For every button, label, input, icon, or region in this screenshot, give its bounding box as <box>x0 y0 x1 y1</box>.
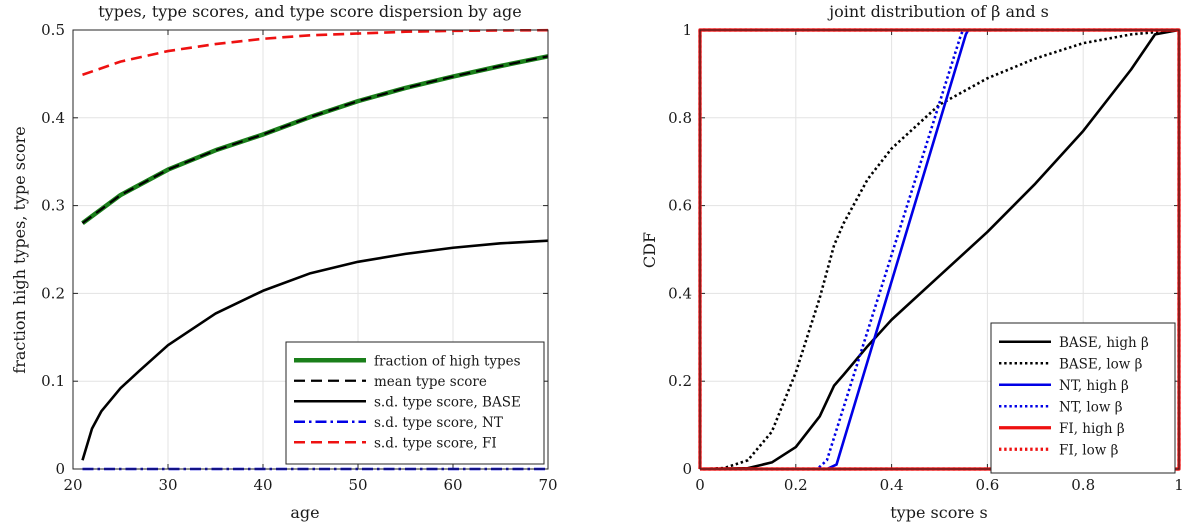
legend-label: fraction of high types <box>374 353 521 369</box>
x-tick-label: 0.2 <box>784 476 808 494</box>
legend-label: BASE, high β <box>1059 335 1149 351</box>
y-tick-label: 0.1 <box>41 372 65 390</box>
legend-label: BASE, low β <box>1059 356 1143 372</box>
chart-types-by-age: 20 30 40 50 60 70 0 0.1 0.2 0.3 0.4 0.5 fraction of … <box>10 2 558 522</box>
legend-label: FI, low β <box>1059 442 1119 458</box>
x-tick-label: 0.8 <box>1071 476 1095 494</box>
legend-label: s.d. type score, FI <box>374 435 497 451</box>
y-tick-label: 1 <box>682 21 692 39</box>
legend-label: s.d. type score, BASE <box>374 394 521 410</box>
chart-title: types, type scores, and type score dispe… <box>98 2 521 21</box>
y-tick-label: 0 <box>682 460 692 478</box>
legend-label: NT, low β <box>1059 399 1123 415</box>
x-tick-label: 70 <box>538 476 557 494</box>
chart-title: joint distribution of β and s <box>827 2 1049 21</box>
x-tick-label: 20 <box>63 476 82 494</box>
x-tick-label: 60 <box>443 476 462 494</box>
y-tick-label: 0.4 <box>668 284 692 302</box>
series-line-0 <box>699 28 1180 471</box>
y-tick-label: 0.2 <box>668 372 692 390</box>
legend-label: mean type score <box>374 374 487 390</box>
y-axis-label: CDF <box>640 232 659 268</box>
y-tick-label: 0 <box>55 460 65 478</box>
x-tick-label: 30 <box>158 476 177 494</box>
y-tick-label: 0.4 <box>41 109 65 127</box>
legend-label: s.d. type score, NT <box>374 415 503 431</box>
y-tick-label: 0.3 <box>41 197 65 215</box>
series-line-4 <box>82 28 549 77</box>
y-tick-label: 0.8 <box>668 109 692 127</box>
legend-label: NT, high β <box>1059 378 1129 394</box>
x-tick-label: 40 <box>253 476 272 494</box>
series-line-1 <box>81 55 549 225</box>
y-tick-label: 0.2 <box>41 284 65 302</box>
y-tick-label: 0.5 <box>41 21 65 39</box>
chart-joint-distribution: 0 0.2 0.4 0.6 0.8 1 0 0.2 0.4 0.6 0.8 1 BASE, high β… <box>640 2 1182 522</box>
axes-box <box>699 29 1180 470</box>
axes-box <box>72 29 549 470</box>
y-tick-label: 0.6 <box>668 197 692 215</box>
legend: BASE, high β BASE, low β NT, high β NT, low… <box>990 322 1176 474</box>
x-tick-label: 0.6 <box>975 476 999 494</box>
x-tick-label: 0.4 <box>880 476 904 494</box>
x-axis-label: type score s <box>890 503 987 522</box>
x-tick-label: 1 <box>1174 476 1182 494</box>
legend: fraction of high types mean type score s.d… <box>285 341 545 465</box>
x-tick-label: 50 <box>348 476 367 494</box>
y-axis-label: fraction high types, type score <box>10 126 29 373</box>
series-line-2 <box>81 239 549 461</box>
legend-label: FI, high β <box>1059 421 1125 437</box>
x-tick-label: 0 <box>695 476 705 494</box>
x-axis-label: age <box>290 503 319 522</box>
series-line-1 <box>699 28 1180 471</box>
